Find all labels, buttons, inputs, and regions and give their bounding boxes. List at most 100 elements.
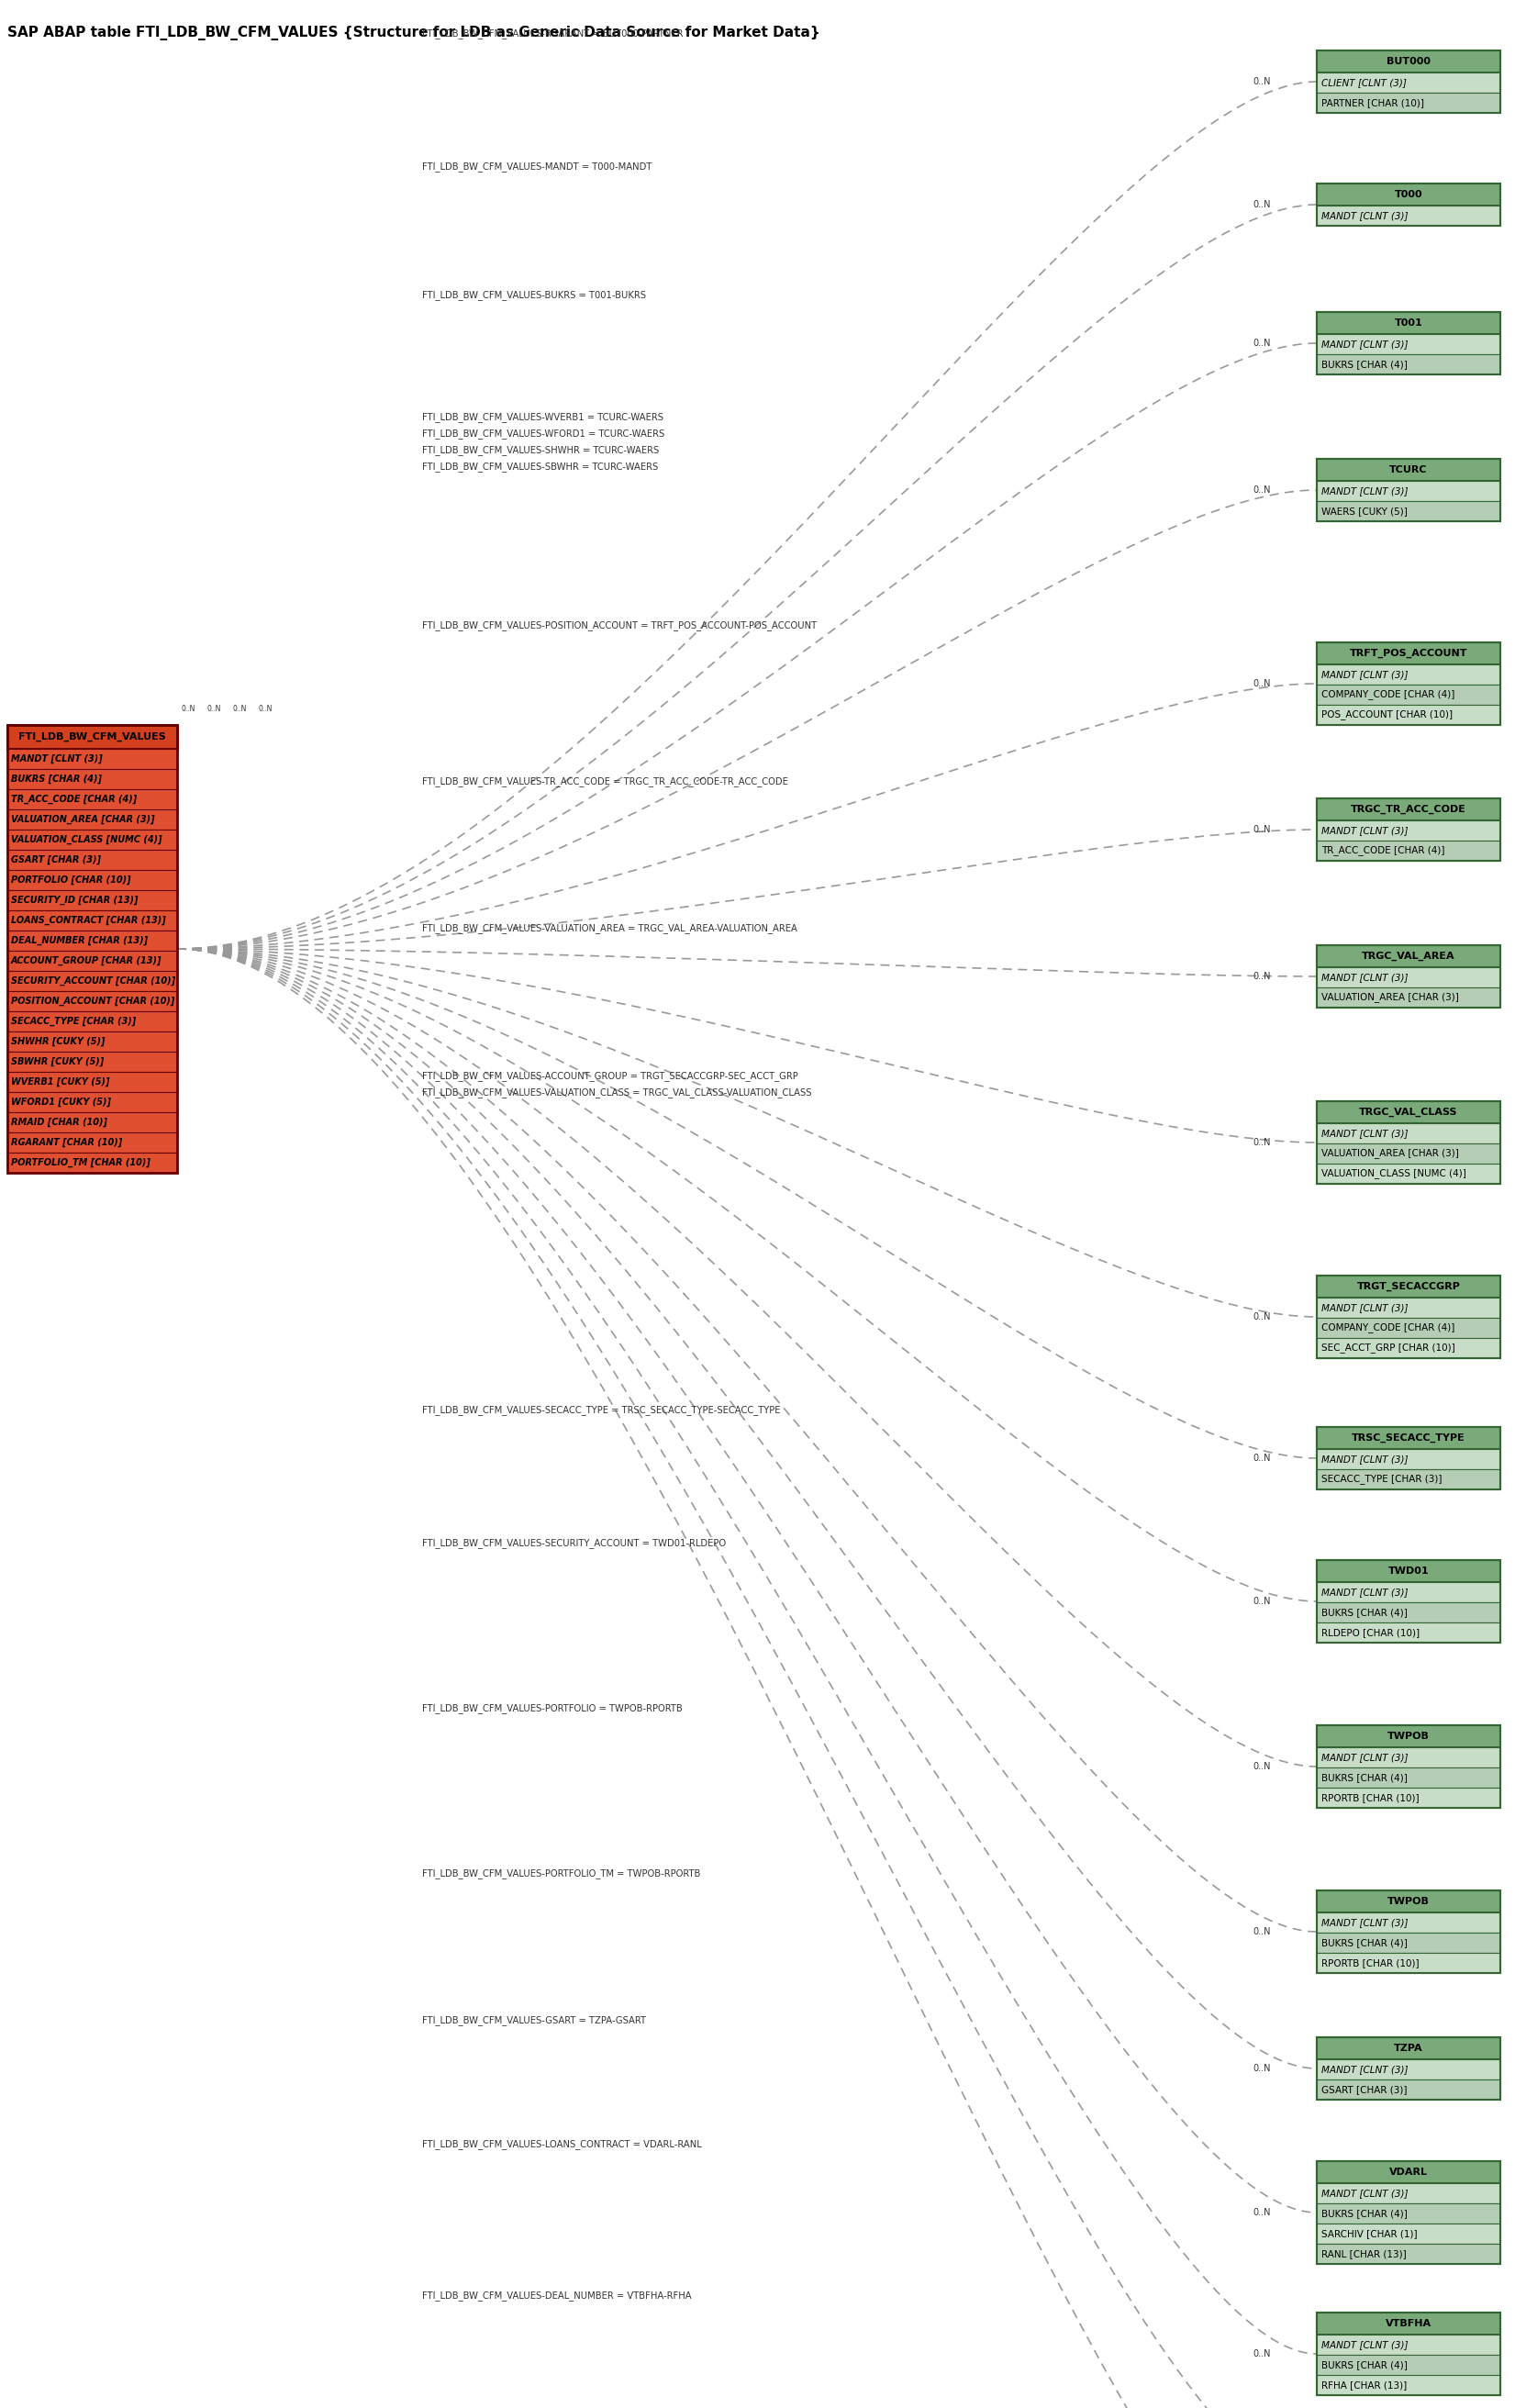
Text: FTI_LDB_BW_CFM_VALUES-DEAL_NUMBER = VTBFHA-RFHA: FTI_LDB_BW_CFM_VALUES-DEAL_NUMBER = VTBF… [423, 2290, 691, 2302]
Text: T001: T001 [1395, 318, 1422, 327]
Text: RMAID [CHAR (10)]: RMAID [CHAR (10)] [11, 1117, 107, 1127]
Text: 0..N: 0..N [1253, 1926, 1271, 1936]
Text: FTI_LDB_BW_CFM_VALUES-WVERB1 = TCURC-WAERS: FTI_LDB_BW_CFM_VALUES-WVERB1 = TCURC-WAE… [423, 412, 664, 421]
Text: FTI_LDB_BW_CFM_VALUES-SECACC_TYPE = TRSC_SECACC_TYPE-SECACC_TYPE: FTI_LDB_BW_CFM_VALUES-SECACC_TYPE = TRSC… [423, 1406, 780, 1416]
Text: RPORTB [CHAR (10)]: RPORTB [CHAR (10)] [1322, 1794, 1419, 1801]
Text: 0..N: 0..N [1253, 679, 1271, 689]
Bar [8, 1153, 177, 1173]
Text: FTI_LDB_BW_CFM_VALUES: FTI_LDB_BW_CFM_VALUES [18, 732, 166, 742]
Bar [1317, 684, 1500, 706]
Text: VALUATION_AREA [CHAR (3)]: VALUATION_AREA [CHAR (3)] [11, 814, 154, 824]
Text: FTI_LDB_BW_CFM_VALUES-ACCOUNT_GROUP = TRGT_SECACCGRP-SEC_ACCT_GRP: FTI_LDB_BW_CFM_VALUES-ACCOUNT_GROUP = TR… [423, 1072, 798, 1081]
Text: 0..N: 0..N [182, 706, 195, 713]
Bar [1317, 482, 1500, 501]
Text: FTI_LDB_BW_CFM_VALUES-VALUATION_CLASS = TRGC_VAL_CLASS-VALUATION_CLASS: FTI_LDB_BW_CFM_VALUES-VALUATION_CLASS = … [423, 1088, 812, 1098]
Text: 0..N: 0..N [208, 706, 221, 713]
Bar [1317, 1623, 1500, 1642]
Bar [1317, 51, 1500, 72]
Bar [1317, 1122, 1500, 1144]
Text: BUT000: BUT000 [1387, 58, 1430, 65]
Bar [1317, 1601, 1500, 1623]
Bar [1317, 799, 1500, 821]
Bar [8, 1011, 177, 1031]
Text: SEC_ACCT_GRP [CHAR (10)]: SEC_ACCT_GRP [CHAR (10)] [1322, 1344, 1456, 1353]
Text: PORTFOLIO_TM [CHAR (10)]: PORTFOLIO_TM [CHAR (10)] [11, 1158, 151, 1168]
Text: 0..N: 0..N [259, 706, 273, 713]
Text: VALUATION_CLASS [NUMC (4)]: VALUATION_CLASS [NUMC (4)] [1322, 1168, 1466, 1180]
Bar [1317, 501, 1500, 520]
Text: TWPOB: TWPOB [1387, 1731, 1430, 1741]
Text: MANDT [CLNT (3)]: MANDT [CLNT (3)] [1322, 2189, 1408, 2199]
Bar [8, 929, 177, 951]
Text: ACCOUNT_GROUP [CHAR (13)]: ACCOUNT_GROUP [CHAR (13)] [11, 956, 162, 966]
Bar [8, 1072, 177, 1093]
Text: MANDT [CLNT (3)]: MANDT [CLNT (3)] [1322, 1454, 1408, 1464]
Bar [8, 1093, 177, 1112]
Text: RANL [CHAR (13)]: RANL [CHAR (13)] [1322, 2249, 1407, 2259]
Bar [8, 951, 177, 970]
Bar [1317, 799, 1500, 860]
Bar [1317, 2336, 1500, 2355]
Bar [1317, 1560, 1500, 1642]
Text: 0..N: 0..N [1253, 2064, 1271, 2073]
Text: BUKRS [CHAR (4)]: BUKRS [CHAR (4)] [1322, 2360, 1407, 2369]
Bar [1317, 1953, 1500, 1972]
Bar [8, 891, 177, 910]
Bar [1317, 51, 1500, 113]
Bar [1317, 2059, 1500, 2081]
Text: VTBFHA: VTBFHA [1386, 2319, 1431, 2329]
Text: WFORD1 [CUKY (5)]: WFORD1 [CUKY (5)] [11, 1098, 111, 1108]
Bar [1317, 2312, 1500, 2396]
Text: 0..N: 0..N [1253, 2350, 1271, 2357]
Text: 0..N: 0..N [1253, 1454, 1271, 1462]
Bar [1317, 1890, 1500, 1912]
Text: CLIENT [CLNT (3)]: CLIENT [CLNT (3)] [1322, 77, 1407, 87]
Text: TRFT_POS_ACCOUNT: TRFT_POS_ACCOUNT [1349, 648, 1468, 657]
Text: FTI_LDB_BW_CFM_VALUES-LOANS_CONTRACT = VDARL-RANL: FTI_LDB_BW_CFM_VALUES-LOANS_CONTRACT = V… [423, 2141, 702, 2150]
Bar [1317, 1787, 1500, 1808]
Text: FTI_LDB_BW_CFM_VALUES-SHWHR = TCURC-WAERS: FTI_LDB_BW_CFM_VALUES-SHWHR = TCURC-WAER… [423, 445, 659, 455]
Bar [1317, 643, 1500, 725]
Text: 0..N: 0..N [1253, 2208, 1271, 2218]
Bar [1317, 643, 1500, 665]
Bar [8, 910, 177, 929]
Text: FTI_LDB_BW_CFM_VALUES-VALUATION_AREA = TRGC_VAL_AREA-VALUATION_AREA: FTI_LDB_BW_CFM_VALUES-VALUATION_AREA = T… [423, 925, 797, 934]
Bar [1317, 335, 1500, 354]
Bar [1317, 1100, 1500, 1122]
Text: MANDT [CLNT (3)]: MANDT [CLNT (3)] [1322, 669, 1408, 679]
Bar [8, 725, 177, 1173]
Bar [1317, 460, 1500, 520]
Text: TR_ACC_CODE [CHAR (4)]: TR_ACC_CODE [CHAR (4)] [1322, 845, 1445, 855]
Text: LOANS_CONTRACT [CHAR (13)]: LOANS_CONTRACT [CHAR (13)] [11, 915, 166, 925]
Bar [1317, 1724, 1500, 1748]
Text: 0..N: 0..N [1253, 973, 1271, 980]
Bar [1317, 1560, 1500, 1582]
Bar [8, 1031, 177, 1052]
Bar [1317, 1912, 1500, 1934]
Bar [8, 725, 177, 749]
Text: POS_ACCOUNT [CHAR (10)]: POS_ACCOUNT [CHAR (10)] [1322, 710, 1453, 720]
Text: MANDT [CLNT (3)]: MANDT [CLNT (3)] [1322, 1917, 1408, 1926]
Bar [1317, 354, 1500, 373]
Text: TRGT_SECACCGRP: TRGT_SECACCGRP [1357, 1281, 1460, 1291]
Bar [8, 970, 177, 992]
Text: RPORTB [CHAR (10)]: RPORTB [CHAR (10)] [1322, 1958, 1419, 1967]
Bar [1317, 1748, 1500, 1767]
Text: 0..N: 0..N [233, 706, 247, 713]
Bar [1317, 2160, 1500, 2264]
Bar [8, 749, 177, 768]
Bar [1317, 706, 1500, 725]
Text: TWPOB: TWPOB [1387, 1898, 1430, 1907]
Text: VALUATION_AREA [CHAR (3)]: VALUATION_AREA [CHAR (3)] [1322, 992, 1459, 1002]
Bar [1317, 1767, 1500, 1787]
Bar [1317, 968, 1500, 987]
Text: 0..N: 0..N [1253, 486, 1271, 494]
Text: 0..N: 0..N [1253, 1139, 1271, 1146]
Bar [8, 768, 177, 790]
Bar [1317, 2374, 1500, 2396]
Text: FTI_LDB_BW_CFM_VALUES-POSITION_ACCOUNT = TRFT_POS_ACCOUNT-POS_ACCOUNT: FTI_LDB_BW_CFM_VALUES-POSITION_ACCOUNT =… [423, 621, 816, 631]
Bar [1317, 2081, 1500, 2100]
Text: FTI_LDB_BW_CFM_VALUES-BUKRS = T001-BUKRS: FTI_LDB_BW_CFM_VALUES-BUKRS = T001-BUKRS [423, 291, 645, 301]
Text: TRSC_SECACC_TYPE: TRSC_SECACC_TYPE [1352, 1433, 1465, 1442]
Bar [1317, 2355, 1500, 2374]
